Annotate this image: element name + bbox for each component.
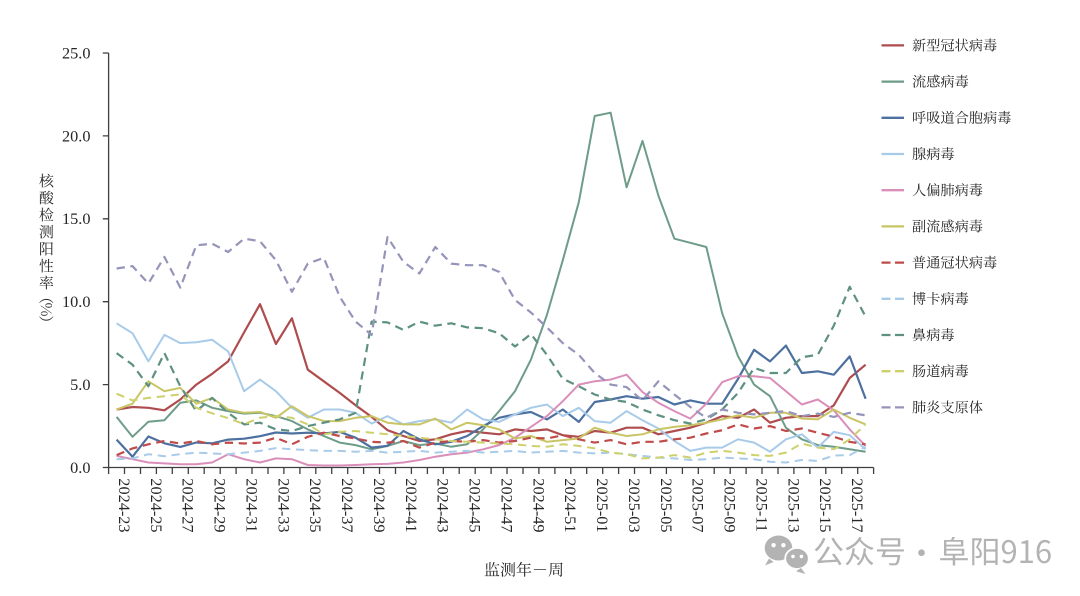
svg-text:2024-39: 2024-39 — [370, 478, 389, 532]
svg-text:2024-37: 2024-37 — [338, 478, 357, 532]
svg-text:2025-05: 2025-05 — [657, 478, 676, 532]
svg-text:2024-35: 2024-35 — [306, 478, 325, 532]
svg-text:2025-03: 2025-03 — [625, 478, 644, 532]
svg-text:2025-11: 2025-11 — [753, 478, 772, 532]
svg-text:25.0: 25.0 — [62, 44, 91, 63]
svg-text:2024-33: 2024-33 — [274, 478, 293, 532]
svg-text:2024-45: 2024-45 — [466, 478, 485, 532]
svg-text:2024-23: 2024-23 — [115, 478, 134, 532]
svg-text:5.0: 5.0 — [70, 375, 90, 394]
svg-text:2024-31: 2024-31 — [243, 478, 262, 532]
svg-text:2024-43: 2024-43 — [434, 478, 453, 532]
svg-text:2024-27: 2024-27 — [179, 478, 198, 532]
svg-text:2025-01: 2025-01 — [593, 478, 612, 532]
svg-text:2024-49: 2024-49 — [529, 478, 548, 532]
svg-text:2024-41: 2024-41 — [402, 478, 421, 532]
svg-text:2024-47: 2024-47 — [498, 478, 517, 532]
svg-text:2025-07: 2025-07 — [689, 478, 708, 532]
svg-text:2024-29: 2024-29 — [211, 478, 230, 532]
svg-text:2024-25: 2024-25 — [147, 478, 166, 532]
svg-text:15.0: 15.0 — [62, 209, 91, 228]
svg-text:20.0: 20.0 — [62, 126, 91, 145]
svg-text:2024-51: 2024-51 — [561, 478, 580, 532]
svg-text:10.0: 10.0 — [62, 292, 91, 311]
svg-text:2025-13: 2025-13 — [784, 478, 803, 532]
svg-text:0.0: 0.0 — [70, 458, 90, 477]
svg-text:2025-09: 2025-09 — [721, 478, 740, 532]
svg-text:2025-15: 2025-15 — [816, 478, 835, 532]
svg-text:2025-17: 2025-17 — [848, 478, 867, 532]
